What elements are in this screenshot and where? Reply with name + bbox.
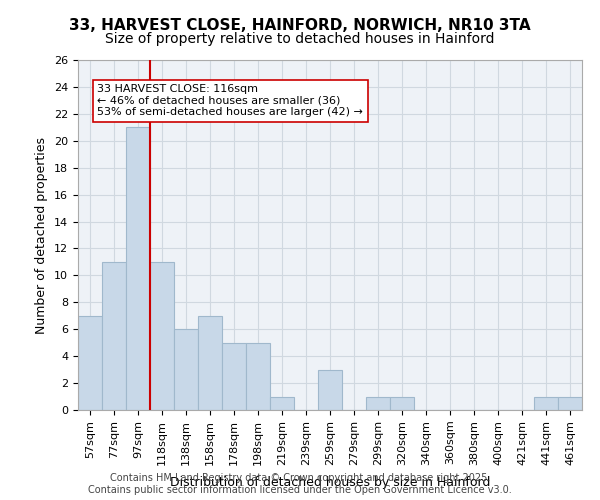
Text: 33, HARVEST CLOSE, HAINFORD, NORWICH, NR10 3TA: 33, HARVEST CLOSE, HAINFORD, NORWICH, NR… [69, 18, 531, 32]
Bar [390, 396, 414, 410]
Bar [270, 396, 294, 410]
Text: 33 HARVEST CLOSE: 116sqm
← 46% of detached houses are smaller (36)
53% of semi-d: 33 HARVEST CLOSE: 116sqm ← 46% of detach… [97, 84, 363, 117]
Text: Contains HM Land Registry data © Crown copyright and database right 2025.
Contai: Contains HM Land Registry data © Crown c… [88, 474, 512, 495]
Bar [222, 342, 246, 410]
Bar [366, 396, 390, 410]
Bar [534, 396, 558, 410]
Bar [126, 128, 150, 410]
Bar [558, 396, 582, 410]
Bar [246, 342, 270, 410]
X-axis label: Distribution of detached houses by size in Hainford: Distribution of detached houses by size … [170, 476, 490, 489]
Y-axis label: Number of detached properties: Number of detached properties [35, 136, 49, 334]
Bar [318, 370, 342, 410]
Bar [174, 329, 198, 410]
Bar [102, 262, 126, 410]
Text: Size of property relative to detached houses in Hainford: Size of property relative to detached ho… [105, 32, 495, 46]
Bar [78, 316, 102, 410]
Bar [198, 316, 222, 410]
Bar [150, 262, 174, 410]
